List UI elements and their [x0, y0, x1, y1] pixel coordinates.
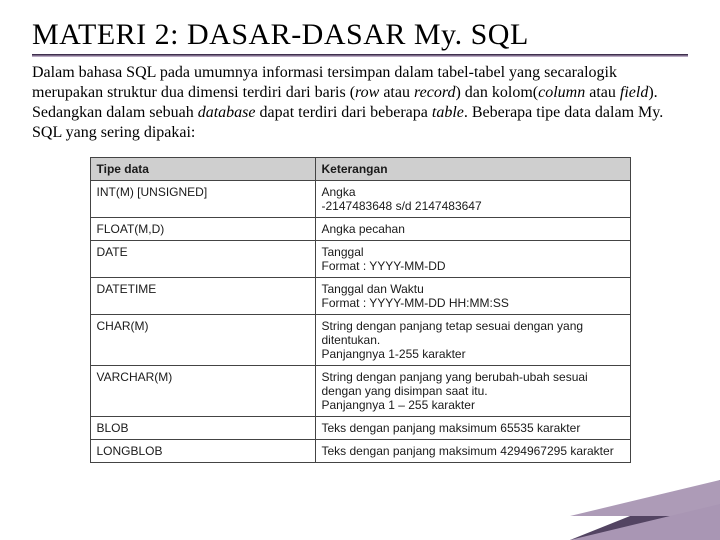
cell-type: FLOAT(M,D) — [90, 218, 315, 241]
table-row: LONGBLOB Teks dengan panjang maksimum 42… — [90, 440, 630, 463]
table-row: BLOB Teks dengan panjang maksimum 65535 … — [90, 417, 630, 440]
datatype-table: Tipe data Keterangan INT(M) [UNSIGNED] A… — [90, 157, 631, 463]
corner-triangle-light — [570, 504, 720, 540]
th-keterangan: Keterangan — [315, 158, 630, 181]
cell-desc: Tanggal dan WaktuFormat : YYYY-MM-DD HH:… — [315, 278, 630, 315]
table-row: VARCHAR(M) String dengan panjang yang be… — [90, 366, 630, 417]
text-italic: row — [355, 84, 379, 101]
cell-desc: Angka pecahan — [315, 218, 630, 241]
text-run: dapat terdiri dari beberapa — [256, 104, 432, 121]
text-italic: column — [538, 84, 585, 101]
cell-type: CHAR(M) — [90, 315, 315, 366]
text-run: atau — [585, 84, 620, 101]
text-italic: table — [432, 104, 464, 121]
text-italic: database — [198, 104, 256, 121]
slide: MATERI 2: DASAR-DASAR My. SQL Dalam baha… — [0, 0, 720, 540]
table-row: DATE TanggalFormat : YYYY-MM-DD — [90, 241, 630, 278]
cell-type: LONGBLOB — [90, 440, 315, 463]
title-underline — [32, 54, 688, 57]
table-body: INT(M) [UNSIGNED] Angka-2147483648 s/d 2… — [90, 181, 630, 463]
cell-type: DATETIME — [90, 278, 315, 315]
th-tipe-data: Tipe data — [90, 158, 315, 181]
cell-desc: String dengan panjang yang berubah-ubah … — [315, 366, 630, 417]
cell-desc: Angka-2147483648 s/d 2147483647 — [315, 181, 630, 218]
body-paragraph: Dalam bahasa SQL pada umumnya informasi … — [32, 63, 672, 143]
cell-desc: Teks dengan panjang maksimum 4294967295 … — [315, 440, 630, 463]
table-row: CHAR(M) String dengan panjang tetap sesu… — [90, 315, 630, 366]
table-row: DATETIME Tanggal dan WaktuFormat : YYYY-… — [90, 278, 630, 315]
text-italic: record — [414, 84, 455, 101]
text-run: ) dan kolom( — [455, 84, 538, 101]
cell-type: VARCHAR(M) — [90, 366, 315, 417]
table-header-row: Tipe data Keterangan — [90, 158, 630, 181]
cell-desc: String dengan panjang tetap sesuai denga… — [315, 315, 630, 366]
text-run: atau — [379, 84, 414, 101]
cell-type: INT(M) [UNSIGNED] — [90, 181, 315, 218]
page-title: MATERI 2: DASAR-DASAR My. SQL — [32, 18, 688, 52]
cell-type: DATE — [90, 241, 315, 278]
text-italic: field — [620, 84, 648, 101]
table-container: Tipe data Keterangan INT(M) [UNSIGNED] A… — [32, 157, 688, 463]
table-row: INT(M) [UNSIGNED] Angka-2147483648 s/d 2… — [90, 181, 630, 218]
cell-desc: TanggalFormat : YYYY-MM-DD — [315, 241, 630, 278]
cell-type: BLOB — [90, 417, 315, 440]
table-row: FLOAT(M,D) Angka pecahan — [90, 218, 630, 241]
cell-desc: Teks dengan panjang maksimum 65535 karak… — [315, 417, 630, 440]
